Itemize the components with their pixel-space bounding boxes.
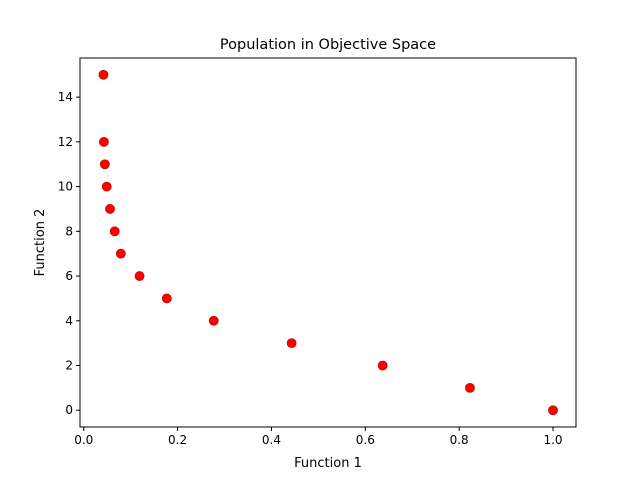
data-point <box>377 360 388 371</box>
plot-area-frame <box>79 57 577 428</box>
data-point <box>286 338 297 349</box>
x-tick-label: 1.0 <box>543 433 562 447</box>
y-tick-label: 4 <box>65 314 73 328</box>
y-tick-label: 6 <box>65 269 73 283</box>
data-point <box>101 181 112 192</box>
y-tick-label: 14 <box>58 90 73 104</box>
x-tick-label: 0.2 <box>168 433 187 447</box>
y-tick-label: 0 <box>65 403 73 417</box>
data-point <box>465 382 475 393</box>
data-point <box>134 271 145 281</box>
data-point <box>99 159 110 170</box>
x-tick-label: 0.0 <box>74 433 93 447</box>
y-axis-label: Function 2 <box>33 209 48 277</box>
data-point <box>98 69 109 80</box>
y-tick-label: 12 <box>58 135 73 149</box>
x-tick-label: 0.8 <box>450 433 469 447</box>
data-point <box>99 136 109 147</box>
y-tick-label: 10 <box>58 180 73 194</box>
chart-title: Population in Objective Space <box>220 37 436 53</box>
x-axis-label: Function 1 <box>294 456 362 471</box>
data-point <box>105 204 115 214</box>
x-tick-label: 0.6 <box>356 433 375 447</box>
data-point <box>109 226 120 237</box>
ticks-layer: 0.0 0.2 0.4 0.6 0.8 1.0 0 2 4 6 8 10 12 14 <box>58 90 563 447</box>
x-tick-label: 0.4 <box>262 433 281 447</box>
y-tick-label: 8 <box>65 224 73 238</box>
data-point <box>161 293 172 304</box>
data-point <box>208 315 219 326</box>
data-point <box>548 405 558 416</box>
y-tick-label: 2 <box>65 359 73 373</box>
points-layer <box>98 69 558 416</box>
data-point <box>115 248 126 259</box>
